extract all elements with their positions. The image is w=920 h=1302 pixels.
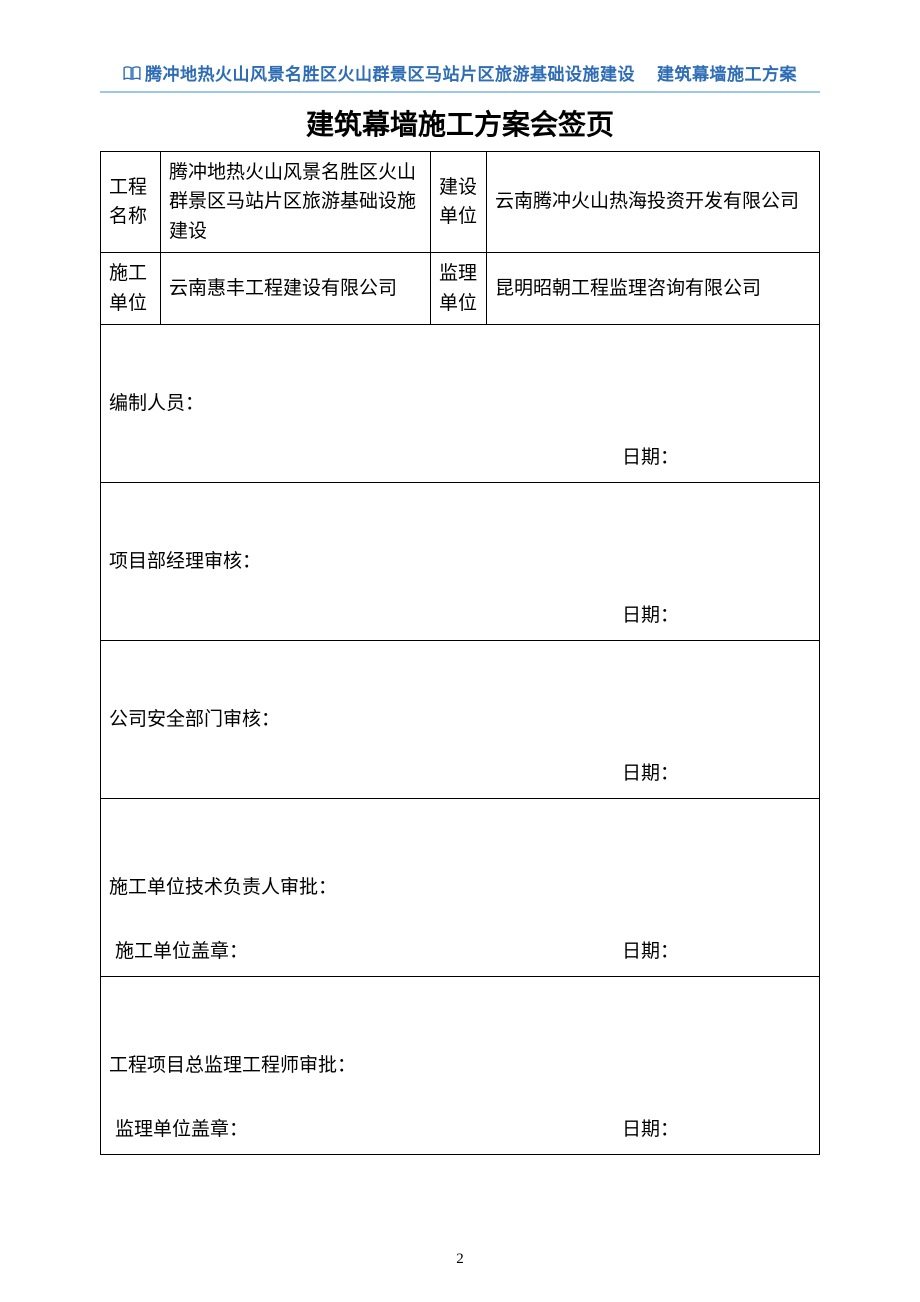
label-pm-review: 项目部经理审核： [109,551,261,572]
stamp-builder: 施工单位盖章： [115,937,248,966]
date-pm-review: 日期： [622,601,679,630]
label-tech-approval: 施工单位技术负责人审批： [109,877,337,898]
value-construction-unit: 云南腾冲火山热海投资开发有限公司 [487,152,820,253]
label-supervision-unit: 监理单位 [431,253,487,325]
date-tech-approval: 日期： [622,937,679,966]
label-builder-unit: 施工单位 [101,253,161,325]
info-row-2: 施工单位 云南惠丰工程建设有限公司 监理单位 昆明昭朝工程监理咨询有限公司 [101,253,820,325]
book-icon [123,66,141,80]
date-supervisor-approval: 日期： [622,1115,679,1144]
label-project-name: 工程名称 [101,152,161,253]
label-compiler: 编制人员： [109,393,204,414]
sign-row-safety: 公司安全部门审核： 日期： [101,641,820,799]
label-safety-review: 公司安全部门审核： [109,709,280,730]
sign-row-supervisor: 工程项目总监理工程师审批： 监理单位盖章： 日期： [101,977,820,1155]
sign-row-pm: 项目部经理审核： 日期： [101,483,820,641]
value-supervision-unit: 昆明昭朝工程监理咨询有限公司 [487,253,820,325]
sign-row-tech-lead: 施工单位技术负责人审批： 施工单位盖章： 日期： [101,799,820,977]
page-header: 腾冲地热火山风景名胜区火山群景区马站片区旅游基础设施建设 建筑幕墙施工方案 [100,60,820,85]
label-construction-unit: 建设单位 [431,152,487,253]
header-rule [100,91,820,93]
document-title: 建筑幕墙施工方案会签页 [100,103,820,143]
header-text-secondary: 建筑幕墙施工方案 [657,60,797,85]
value-project-name: 腾冲地热火山风景名胜区火山群景区马站片区旅游基础设施建设 [161,152,431,253]
date-safety-review: 日期： [622,759,679,788]
signoff-table: 工程名称 腾冲地热火山风景名胜区火山群景区马站片区旅游基础设施建设 建设单位 云… [100,151,820,1155]
page-number: 2 [0,1251,920,1268]
date-compiler: 日期： [622,443,679,472]
sign-row-compiler: 编制人员： 日期： [101,325,820,483]
stamp-supervisor: 监理单位盖章： [115,1115,248,1144]
value-builder-unit: 云南惠丰工程建设有限公司 [161,253,431,325]
label-supervisor-approval: 工程项目总监理工程师审批： [109,1055,356,1076]
info-row-1: 工程名称 腾冲地热火山风景名胜区火山群景区马站片区旅游基础设施建设 建设单位 云… [101,152,820,253]
header-text-primary: 腾冲地热火山风景名胜区火山群景区马站片区旅游基础设施建设 [145,60,635,85]
